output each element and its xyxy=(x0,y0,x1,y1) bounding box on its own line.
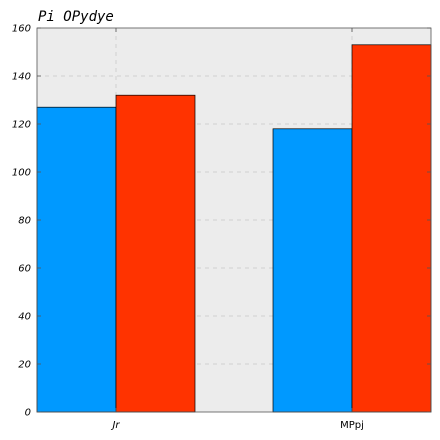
y-tick-label: 160 xyxy=(12,24,31,35)
y-tick-label: 60 xyxy=(18,264,31,275)
y-tick-label: 20 xyxy=(18,360,31,371)
y-tick-label: 0 xyxy=(25,408,31,419)
y-tick-label: 140 xyxy=(12,72,31,83)
x-tick-label: MPpj xyxy=(340,420,364,431)
y-tick-label: 80 xyxy=(18,216,31,227)
bar xyxy=(37,107,116,412)
y-tick-label: 40 xyxy=(18,312,31,323)
bar xyxy=(352,45,431,412)
chart-title: Pi OPydye xyxy=(38,9,114,25)
bar xyxy=(116,95,195,412)
y-tick-label: 120 xyxy=(12,120,31,131)
y-tick-label: 100 xyxy=(12,168,31,179)
x-tick-label: Jr xyxy=(110,420,120,431)
bar xyxy=(273,129,352,412)
